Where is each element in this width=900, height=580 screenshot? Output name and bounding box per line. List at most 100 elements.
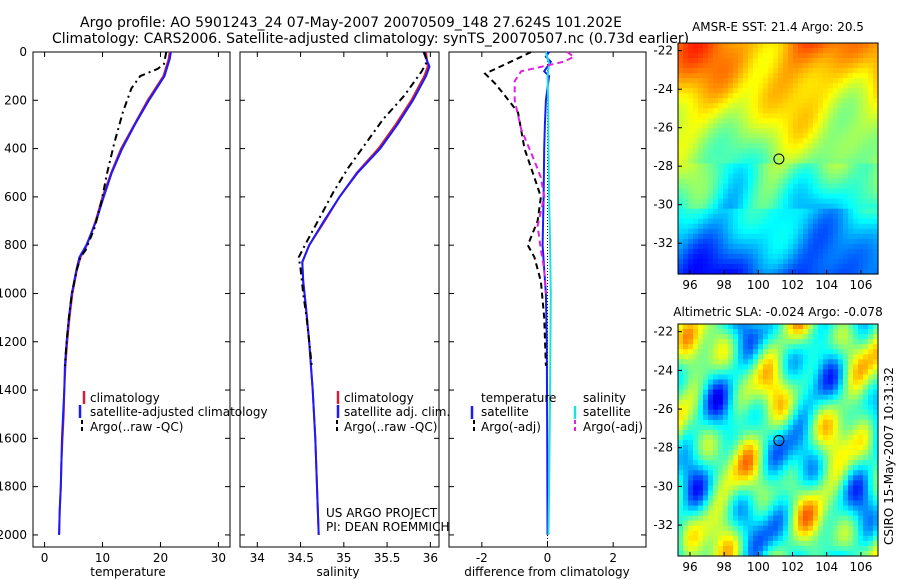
heatmap-cell	[843, 43, 849, 49]
heatmap-cell	[818, 163, 824, 170]
heatmap-cell	[803, 53, 809, 59]
heatmap-cell	[863, 43, 869, 49]
heatmap-cell	[728, 475, 734, 481]
heatmap-cell	[858, 354, 864, 360]
project-annotation-line2: PI: DEAN ROEMMICH	[326, 520, 449, 534]
heatmap-cell	[728, 374, 734, 381]
heatmap-cell	[823, 540, 829, 547]
heatmap-cell	[858, 228, 864, 235]
heatmap-cell	[743, 505, 749, 512]
heatmap-cell	[838, 168, 844, 175]
heatmap-cell	[703, 379, 709, 386]
heatmap-cell	[773, 540, 779, 547]
heatmap-cell	[763, 364, 769, 370]
heatmap-cell	[733, 419, 739, 426]
heatmap-cell	[793, 238, 799, 245]
heatmap-cell	[798, 475, 804, 481]
heatmap-cell	[778, 445, 784, 451]
heatmap-cell	[708, 248, 714, 255]
heatmap-cell	[858, 183, 864, 190]
heatmap-cell	[773, 545, 779, 552]
heatmap-cell	[698, 530, 704, 537]
heatmap-cell	[758, 465, 764, 471]
heatmap-cell	[818, 183, 824, 190]
heatmap-cell	[823, 545, 829, 552]
heatmap-cell	[713, 103, 719, 109]
heatmap-cell	[803, 540, 809, 547]
map-x-tick-label: 96	[682, 278, 697, 292]
heatmap-cell	[828, 63, 834, 69]
heatmap-cell	[823, 83, 829, 89]
heatmap-cell	[788, 188, 794, 195]
heatmap-cell	[823, 324, 829, 330]
heatmap-cell	[758, 233, 764, 240]
heatmap-cell	[863, 268, 869, 275]
heatmap-cell	[733, 153, 739, 160]
heatmap-cell	[853, 424, 859, 431]
csiro-timestamp-label: CSIRO 15-May-2007 10:31:32	[882, 367, 896, 545]
heatmap-cell	[853, 359, 859, 365]
heatmap-cell	[868, 88, 874, 94]
heatmap-cell	[798, 263, 804, 270]
heatmap-cell	[848, 414, 854, 421]
heatmap-cell	[698, 419, 704, 426]
heatmap-cell	[798, 510, 804, 517]
heatmap-cell	[803, 153, 809, 160]
heatmap-cell	[803, 495, 809, 502]
heatmap-cell	[778, 153, 784, 160]
heatmap-cell	[798, 540, 804, 547]
heatmap-cell	[828, 248, 834, 255]
heatmap-cell	[793, 530, 799, 537]
heatmap-cell	[813, 238, 819, 245]
heatmap-cell	[683, 258, 689, 265]
heatmap-cell	[773, 535, 779, 542]
heatmap-cell	[678, 545, 684, 552]
heatmap-cell	[803, 520, 809, 527]
heatmap-cell	[873, 258, 879, 265]
heatmap-cell	[868, 193, 874, 200]
heatmap-cell	[858, 470, 864, 476]
heatmap-cell	[768, 344, 774, 350]
x-tick-label: 0	[41, 551, 49, 565]
heatmap-cell	[798, 434, 804, 441]
heatmap-cell	[843, 68, 849, 74]
heatmap-cell	[678, 188, 684, 195]
heatmap-cell	[758, 183, 764, 190]
heatmap-cell	[788, 389, 794, 396]
heatmap-cell	[738, 218, 744, 225]
heatmap-cell	[793, 520, 799, 527]
heatmap-cell	[873, 344, 879, 350]
heatmap-cell	[768, 465, 774, 471]
heatmap-cell	[783, 334, 789, 340]
heatmap-cell	[808, 525, 814, 532]
heatmap-cell	[853, 58, 859, 64]
heatmap-cell	[728, 525, 734, 532]
heatmap-cell	[698, 369, 704, 376]
heatmap-cell	[818, 48, 824, 54]
heatmap-cell	[693, 470, 699, 476]
heatmap-cell	[803, 429, 809, 436]
heatmap-cell	[818, 440, 824, 446]
heatmap-cell	[778, 540, 784, 547]
heatmap-cell	[723, 409, 729, 416]
heatmap-cell	[848, 208, 854, 215]
heatmap-cell	[868, 475, 874, 481]
heatmap-cell	[698, 63, 704, 69]
heatmap-cell	[838, 198, 844, 205]
heatmap-cell	[778, 545, 784, 552]
heatmap-cell	[773, 419, 779, 426]
heatmap-cell	[763, 183, 769, 190]
heatmap-cell	[773, 188, 779, 195]
heatmap-cell	[753, 138, 759, 145]
heatmap-cell	[838, 324, 844, 330]
heatmap-cell	[823, 163, 829, 170]
heatmap-cell	[813, 83, 819, 89]
heatmap-cell	[743, 103, 749, 109]
heatmap-cell	[833, 344, 839, 350]
heatmap-cell	[798, 113, 804, 119]
heatmap-cell	[838, 490, 844, 497]
heatmap-cell	[833, 379, 839, 386]
heatmap-cell	[813, 475, 819, 481]
heatmap-cell	[698, 223, 704, 230]
heatmap-cell	[838, 143, 844, 150]
